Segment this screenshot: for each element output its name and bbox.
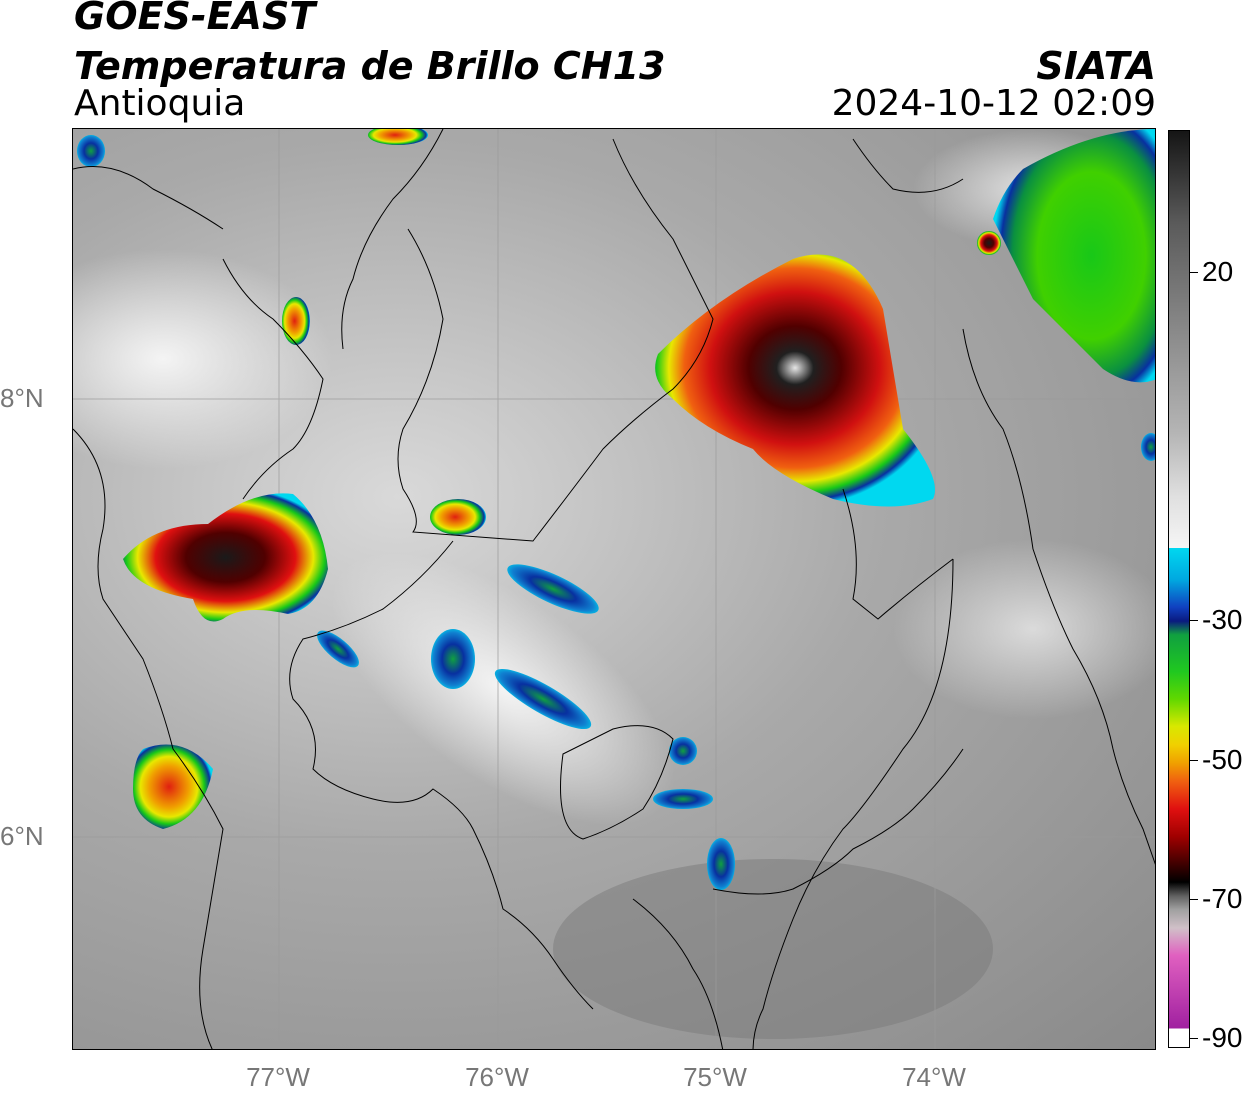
lat-label-6n: 6°N bbox=[0, 821, 44, 851]
storm-cell-northeast bbox=[993, 129, 1155, 383]
product-title: Temperatura de Brillo CH13 bbox=[74, 44, 666, 88]
colorbar-tick-minus70: -70 bbox=[1202, 883, 1243, 914]
colorbar-tick-minus50: -50 bbox=[1202, 744, 1243, 775]
colorbar-tick-20: 20 bbox=[1202, 256, 1234, 287]
political-boundaries bbox=[73, 129, 1155, 1049]
organization-label: SIATA bbox=[1036, 44, 1156, 88]
lon-label-75w: 75°W bbox=[683, 1062, 747, 1092]
storm-cell-southwest bbox=[133, 744, 213, 829]
colorbar bbox=[1168, 130, 1190, 1048]
storm-cell-west bbox=[123, 493, 328, 622]
storm-cell-large bbox=[655, 254, 935, 507]
timestamp-label: 2024-10-12 02:09 bbox=[831, 83, 1156, 124]
lon-label-76w: 76°W bbox=[465, 1062, 529, 1092]
storm-cells bbox=[77, 129, 1155, 890]
colorbar-tick-minus30: -30 bbox=[1202, 604, 1243, 635]
lon-label-77w: 77°W bbox=[246, 1062, 310, 1092]
satellite-title: GOES-EAST bbox=[74, 0, 316, 38]
lat-label-8n: 8°N bbox=[0, 383, 44, 413]
colorbar-tick-minus90: -90 bbox=[1202, 1022, 1243, 1053]
lon-label-74w: 74°W bbox=[902, 1062, 966, 1092]
region-label: Antioquia bbox=[74, 83, 246, 124]
map-canvas bbox=[73, 129, 1155, 1049]
satellite-map bbox=[72, 128, 1156, 1050]
